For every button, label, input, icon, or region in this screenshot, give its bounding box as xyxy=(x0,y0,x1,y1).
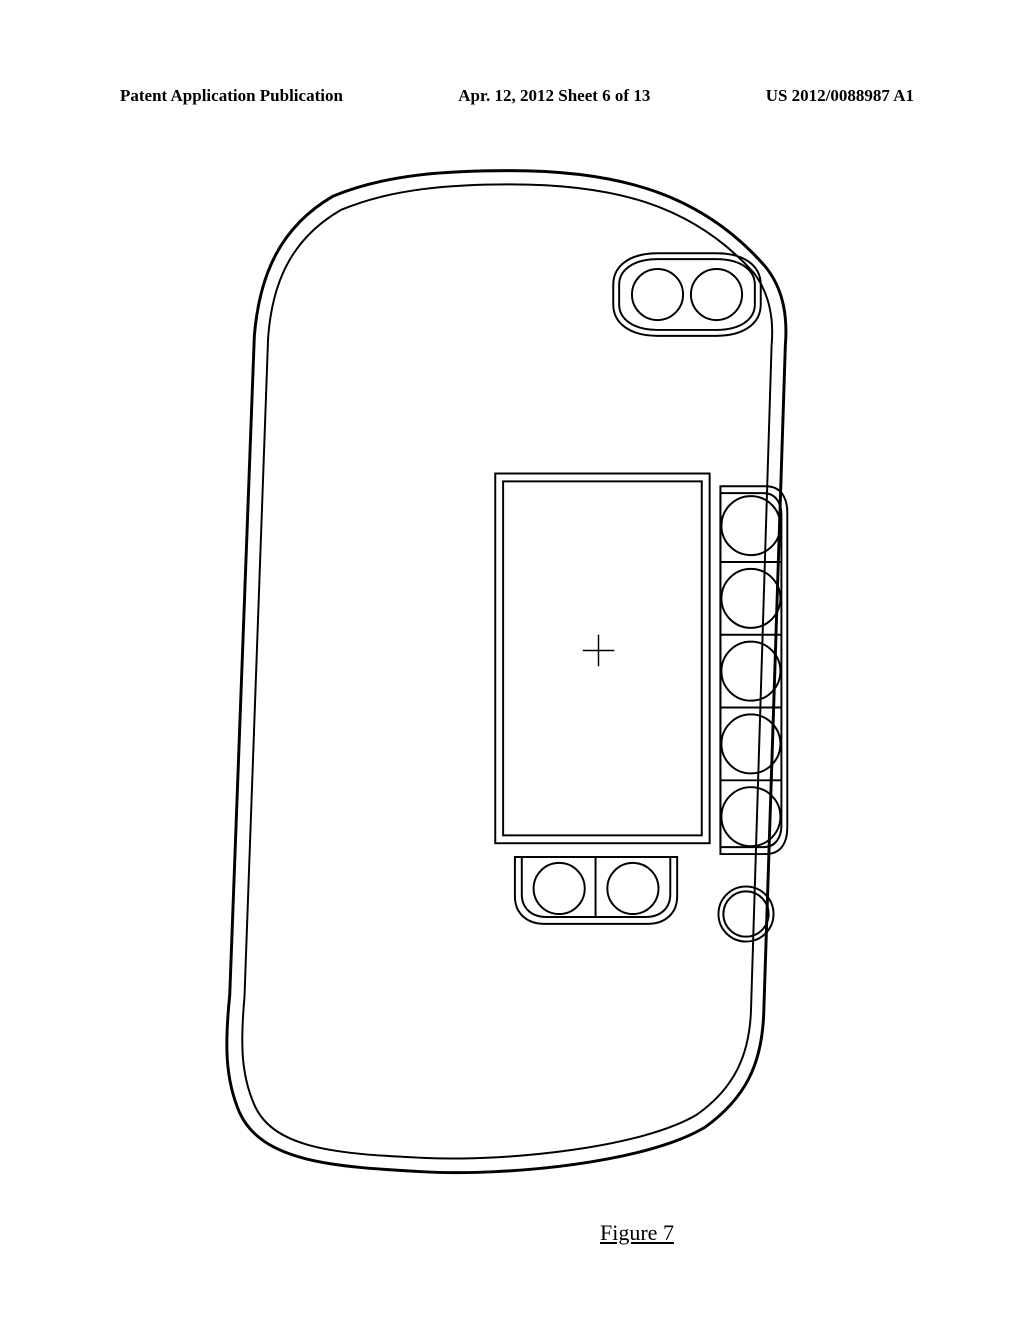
patent-page: Patent Application Publication Apr. 12, … xyxy=(0,0,1024,1320)
page-header: Patent Application Publication Apr. 12, … xyxy=(120,86,914,106)
figure-label: Figure 7 xyxy=(600,1220,674,1246)
header-center: Apr. 12, 2012 Sheet 6 of 13 xyxy=(458,86,650,106)
figure-drawing xyxy=(215,150,805,1210)
figure-area: Figure 7 xyxy=(0,150,1024,1260)
header-right: US 2012/0088987 A1 xyxy=(766,86,914,106)
header-left: Patent Application Publication xyxy=(120,86,343,106)
